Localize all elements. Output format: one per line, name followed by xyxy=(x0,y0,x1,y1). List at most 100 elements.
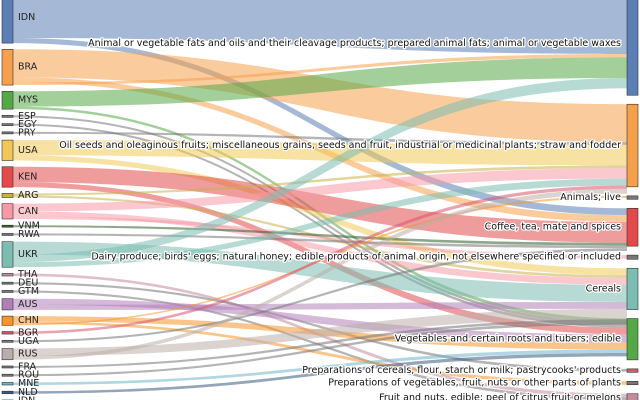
target-node-cereals xyxy=(626,267,639,310)
link-vnm-coffee xyxy=(13,225,627,246)
target-node-animals xyxy=(626,195,639,200)
source-label-chn: CHN xyxy=(18,315,39,326)
link-usa-cereals xyxy=(13,155,627,276)
source-label-uga: UGA xyxy=(18,336,39,347)
source-node-bra xyxy=(1,49,14,86)
source-label-rwa: RWA xyxy=(18,229,40,240)
link-idn-coffee xyxy=(13,37,627,216)
link-can-cereals xyxy=(13,211,627,285)
target-label-oilseeds: Oil seeds and oleaginous fruits; miscell… xyxy=(59,140,621,151)
link-deu-prepcereals xyxy=(13,282,627,372)
source-label-idn2: IDN xyxy=(18,395,35,400)
link-pry-oilseeds xyxy=(13,131,627,145)
source-label-tha: THA xyxy=(17,269,38,280)
source-label-gtm: GTM xyxy=(18,286,39,297)
target-node-oilseeds xyxy=(626,103,639,188)
target-label-cereals: Cereals xyxy=(586,283,621,294)
target-label-animals: Animals; live xyxy=(560,192,621,203)
target-node-coffee xyxy=(626,207,639,247)
link-rwa-coffee xyxy=(13,233,627,249)
link-bgr-oilseeds xyxy=(13,185,627,335)
source-node-vnm xyxy=(1,224,14,228)
source-node-uga xyxy=(1,339,14,343)
source-node-idn xyxy=(1,0,14,44)
link-uga-coffee xyxy=(13,248,627,343)
link-can-oilseeds xyxy=(13,168,627,212)
target-label-dairy: Dairy produce; birds' eggs; natural hone… xyxy=(91,252,621,263)
link-ukr-fats xyxy=(13,78,627,263)
source-label-arg: ARG xyxy=(18,190,38,201)
source-label-nld: NLD xyxy=(18,387,38,398)
target-node-fats xyxy=(626,0,639,96)
source-label-egy: EGY xyxy=(18,119,37,130)
source-node-ukr xyxy=(1,241,14,268)
target-node-fruit xyxy=(626,393,639,400)
target-label-prepcereals: Preparations of cereals, flour, starch o… xyxy=(302,365,621,376)
link-aus-veg xyxy=(13,298,627,343)
link-ken-veg xyxy=(13,182,627,335)
source-label-idn: IDN xyxy=(18,12,35,23)
source-label-ken: KEN xyxy=(18,171,37,182)
link-chn-prepveg xyxy=(13,321,627,385)
link-rou-cereals xyxy=(13,321,627,377)
target-node-dairy xyxy=(626,254,639,260)
source-node-chn xyxy=(1,315,14,326)
link-ken-coffee xyxy=(13,166,627,243)
source-label-deu: DEU xyxy=(18,278,38,289)
source-label-ukr: UKR xyxy=(18,249,38,260)
link-mne-veg xyxy=(13,349,627,386)
source-label-usa: USA xyxy=(18,145,38,156)
source-label-mne: MNE xyxy=(18,378,39,389)
link-bra-oilseeds xyxy=(13,49,627,143)
source-node-ken xyxy=(1,166,14,188)
source-label-mys: MYS xyxy=(18,95,38,106)
source-node-mys xyxy=(1,90,14,110)
source-label-rou: ROU xyxy=(18,370,39,381)
link-gtm-fruit xyxy=(13,290,627,400)
source-node-nld xyxy=(1,390,14,395)
source-node-pry xyxy=(1,131,14,135)
link-arg-oilseeds xyxy=(13,165,627,196)
target-nodes: Animal or vegetable fats and oils and th… xyxy=(58,0,639,400)
source-label-aus: AUS xyxy=(18,299,37,310)
source-node-usa xyxy=(1,139,14,161)
link-fra-cereals xyxy=(13,319,627,369)
target-label-veg: Vegetables and certain roots and tubers;… xyxy=(395,334,621,345)
link-idn-fats xyxy=(13,0,627,54)
source-label-rus: RUS xyxy=(18,349,38,360)
source-label-esp: ESP xyxy=(18,111,36,122)
target-label-fats: Animal or vegetable fats and oils and th… xyxy=(88,38,621,49)
source-node-tha xyxy=(1,273,14,277)
source-node-esp xyxy=(1,115,14,118)
source-node-deu xyxy=(1,281,14,285)
source-node-arg xyxy=(1,193,14,198)
source-label-pry: PRY xyxy=(18,127,36,138)
source-label-fra: FRA xyxy=(18,361,37,372)
source-label-can: CAN xyxy=(18,206,38,217)
source-node-rou xyxy=(1,373,14,377)
source-label-bgr: BGR xyxy=(18,327,39,338)
target-node-veg xyxy=(626,318,639,361)
source-node-fra xyxy=(1,365,14,369)
source-node-rwa xyxy=(1,233,14,236)
target-node-prepveg xyxy=(626,380,639,386)
source-label-vnm: VNM xyxy=(18,221,40,232)
target-label-prepveg: Preparations of vegetables, fruit, nuts … xyxy=(328,378,621,389)
link-mys-fats xyxy=(13,57,627,107)
link-ukr-oilseeds xyxy=(13,178,627,268)
link-can-dairy xyxy=(13,216,627,259)
link-rus-oilseeds xyxy=(13,188,627,360)
target-label-fruit: Fruit and nuts, edible; peel of citrus f… xyxy=(379,392,621,400)
target-node-prepcereals xyxy=(626,368,639,373)
link-bra-fats xyxy=(13,53,627,86)
source-node-bgr xyxy=(1,331,14,335)
source-node-rus xyxy=(1,348,14,361)
source-label-bra: BRA xyxy=(18,62,38,73)
source-node-egy xyxy=(1,123,14,126)
link-rus-cereals xyxy=(13,308,627,357)
source-node-can xyxy=(1,203,14,220)
source-node-mne xyxy=(1,382,14,386)
link-usa-oilseeds xyxy=(13,140,627,166)
source-node-aus xyxy=(1,298,14,311)
